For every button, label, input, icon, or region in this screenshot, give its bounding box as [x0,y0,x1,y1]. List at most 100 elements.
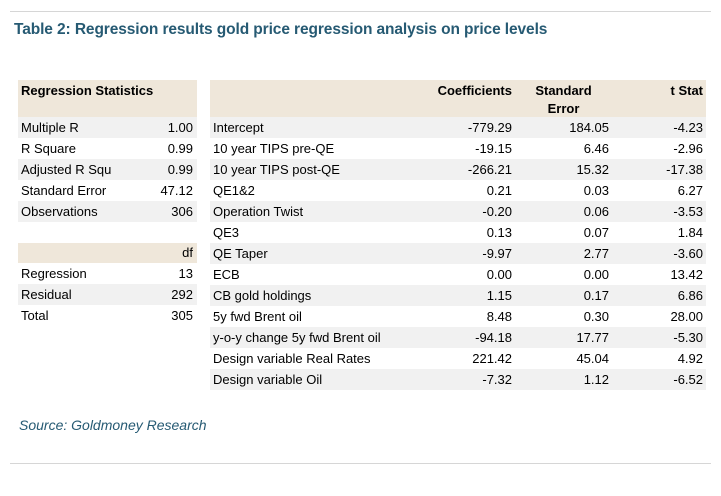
table-row: QE3 0.13 0.07 1.84 [210,222,706,243]
table-row: 10 year TIPS pre-QE -19.15 6.46 -2.96 [210,138,706,159]
table-row: ECB 0.00 0.00 13.42 [210,264,706,285]
stat-label: Multiple R [21,120,79,135]
row-label: QE3 [213,225,240,240]
coefficient-value: -0.20 [482,204,512,219]
df-column-header: df [18,243,197,263]
regression-statistics-header: Regression Statistics [18,80,197,117]
standard-error-value: 184.05 [569,120,609,135]
stat-label: R Square [21,141,76,156]
table-row: Design variable Real Rates 221.42 45.04 … [210,348,706,369]
coefficient-value: -779.29 [467,120,512,135]
anova-label: Residual [21,287,72,302]
row-label: CB gold holdings [213,288,312,303]
stat-value: 0.99 [167,141,193,156]
row-label: QE Taper [213,246,268,261]
t-stat-value: -17.38 [666,162,703,177]
t-stat-value: 6.86 [677,288,703,303]
row-label: y-o-y change 5y fwd Brent oil [213,330,381,345]
t-stat-value: -2.96 [673,141,703,156]
standard-error-value: 0.03 [583,183,609,198]
row-label: 5y fwd Brent oil [213,309,302,324]
row-label: Intercept [213,120,264,135]
regression-statistics-table: Regression Statistics Multiple R 1.00 R … [18,80,197,222]
row-label: Design variable Oil [213,372,323,387]
table-row: Standard Error 47.12 [18,180,197,201]
coefficient-value: -7.32 [482,372,512,387]
top-divider [10,11,711,12]
coefficient-value: 8.48 [486,309,512,324]
t-stat-value: -4.23 [673,120,703,135]
table-row: Multiple R 1.00 [18,117,197,138]
t-stat-value: -3.60 [673,246,703,261]
t-stat-value: -5.30 [673,330,703,345]
stat-value: 0.99 [167,162,193,177]
standard-error-value: 0.06 [583,204,609,219]
standard-error-value: 0.17 [583,288,609,303]
table-row: Operation Twist -0.20 0.06 -3.53 [210,201,706,222]
coefficient-value: 0.21 [486,183,512,198]
anova-value: 305 [171,308,193,323]
anova-value: 13 [178,266,193,281]
anova-df-table: df Regression 13 Residual 292 Total 305 [18,243,197,326]
coefficient-value: 0.13 [486,225,512,240]
row-label: 10 year TIPS pre-QE [213,141,335,156]
standard-error-value: 6.46 [583,141,609,156]
table-row: y-o-y change 5y fwd Brent oil -94.18 17.… [210,327,706,348]
anova-label: Total [21,308,49,323]
coefficients-column-header: Coefficients [437,83,512,98]
table-row: R Square 0.99 [18,138,197,159]
coefficient-value: -266.21 [467,162,512,177]
standard-error-value: 17.77 [576,330,609,345]
t-stat-value: 28.00 [670,309,703,324]
row-label: Operation Twist [213,204,304,219]
standard-error-value: 0.30 [583,309,609,324]
source-note: Source: Goldmoney Research [19,417,207,433]
stat-label: Adjusted R Squ [21,162,112,177]
standard-error-value: 1.12 [583,372,609,387]
t-stat-value: 6.27 [677,183,703,198]
stat-value: 1.00 [167,120,193,135]
t-stat-value: 1.84 [677,225,703,240]
row-label: 10 year TIPS post-QE [213,162,340,177]
t-stat-value: -6.52 [673,372,703,387]
table-title: Table 2: Regression results gold price r… [14,21,548,38]
coefficient-value: 221.42 [472,351,512,366]
t-stat-value: 13.42 [670,267,703,282]
stat-label: Standard Error [21,183,107,198]
bottom-divider [10,463,711,464]
table-row: Regression 13 [18,263,197,284]
standard-error-column-header: Standard Error [535,83,592,116]
row-label: ECB [213,267,240,282]
stat-label: Observations [21,204,98,219]
anova-value: 292 [171,287,193,302]
empty-header-cell [210,82,396,118]
table-row: 10 year TIPS post-QE -266.21 15.32 -17.3… [210,159,706,180]
standard-error-value: 0.07 [583,225,609,240]
coefficient-value: -9.97 [482,246,512,261]
table-row: Observations 306 [18,201,197,222]
coefficient-value: -94.18 [475,330,512,345]
table-row: Design variable Oil -7.32 1.12 -6.52 [210,369,706,390]
coefficients-header-row: Coefficients Standard Error t Stat [210,80,706,117]
stat-value: 306 [171,204,193,219]
t-stat-value: -3.53 [673,204,703,219]
table-row: 5y fwd Brent oil 8.48 0.30 28.00 [210,306,706,327]
table-row: Adjusted R Squ 0.99 [18,159,197,180]
standard-error-value: 0.00 [583,267,609,282]
row-label: QE1&2 [213,183,255,198]
standard-error-value: 15.32 [576,162,609,177]
table-row: Residual 292 [18,284,197,305]
table-row: Total 305 [18,305,197,326]
standard-error-value: 45.04 [576,351,609,366]
t-stat-column-header: t Stat [670,83,704,98]
table-row: Intercept -779.29 184.05 -4.23 [210,117,706,138]
row-label: Design variable Real Rates [213,351,371,366]
t-stat-value: 4.92 [677,351,703,366]
coefficient-value: 1.15 [486,288,512,303]
coefficients-table: Coefficients Standard Error t Stat Inter… [210,80,706,390]
standard-error-value: 2.77 [583,246,609,261]
table-row: QE1&2 0.21 0.03 6.27 [210,180,706,201]
coefficient-value: -19.15 [475,141,512,156]
anova-label: Regression [21,266,87,281]
stat-value: 47.12 [160,183,193,198]
